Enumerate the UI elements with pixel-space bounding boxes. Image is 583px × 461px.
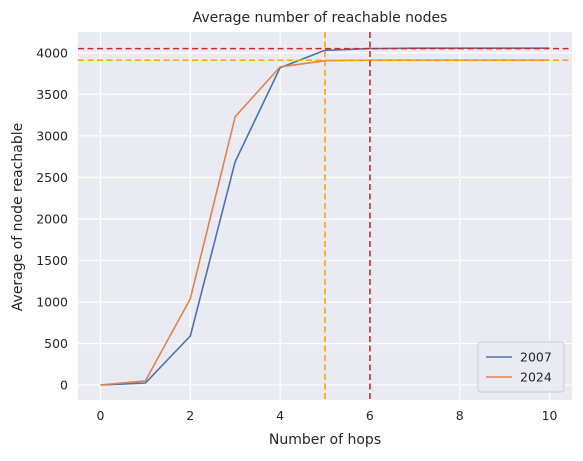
chart-title: Average number of reachable nodes (193, 10, 448, 26)
legend: 2007 2024 (477, 341, 565, 393)
x-tick-label: 6 (366, 408, 374, 423)
y-tick-label: 3500 (36, 87, 68, 102)
legend-label-2024: 2024 (520, 370, 552, 385)
x-tick-label: 10 (542, 408, 558, 423)
y-tick-label: 0 (60, 378, 68, 393)
x-tick-label: 8 (456, 408, 464, 423)
x-axis-label: Number of hops (269, 432, 381, 448)
x-tick-label: 4 (276, 408, 284, 423)
y-tick-label: 4000 (36, 45, 68, 60)
y-tick-label: 1500 (36, 253, 68, 268)
x-tick-label: 2 (186, 408, 194, 423)
y-tick-label: 2000 (36, 211, 68, 226)
legend-label-2007: 2007 (520, 350, 552, 365)
legend-box (477, 341, 565, 393)
x-tick-label: 0 (96, 408, 104, 423)
y-tick-label: 500 (44, 336, 68, 351)
y-tick-label: 1000 (36, 294, 68, 309)
y-tick-label: 3000 (36, 128, 68, 143)
y-axis-label: Average of node reachable (10, 123, 26, 311)
y-tick-label: 2500 (36, 170, 68, 185)
tick-labels: 0 500 1000 1500 2000 2500 3000 3500 4000 0 2 4 6 8 10 (36, 45, 557, 423)
series-line-2007 (100, 47, 550, 386)
reference-lines (78, 32, 572, 400)
